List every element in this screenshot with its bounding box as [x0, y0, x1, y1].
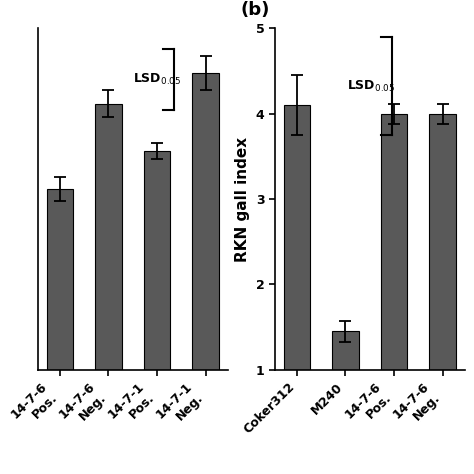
- Text: LSD$_{0.05}$: LSD$_{0.05}$: [133, 72, 181, 87]
- Y-axis label: RKN gall index: RKN gall index: [235, 137, 250, 262]
- Bar: [46, 189, 73, 370]
- Bar: [332, 331, 359, 455]
- Bar: [429, 114, 456, 455]
- Bar: [192, 73, 219, 370]
- Bar: [381, 114, 407, 455]
- Bar: [283, 105, 310, 455]
- Bar: [144, 151, 170, 370]
- Text: LSD$_{0.05}$: LSD$_{0.05}$: [347, 79, 395, 94]
- Text: (b): (b): [241, 1, 270, 19]
- Bar: [95, 103, 122, 370]
